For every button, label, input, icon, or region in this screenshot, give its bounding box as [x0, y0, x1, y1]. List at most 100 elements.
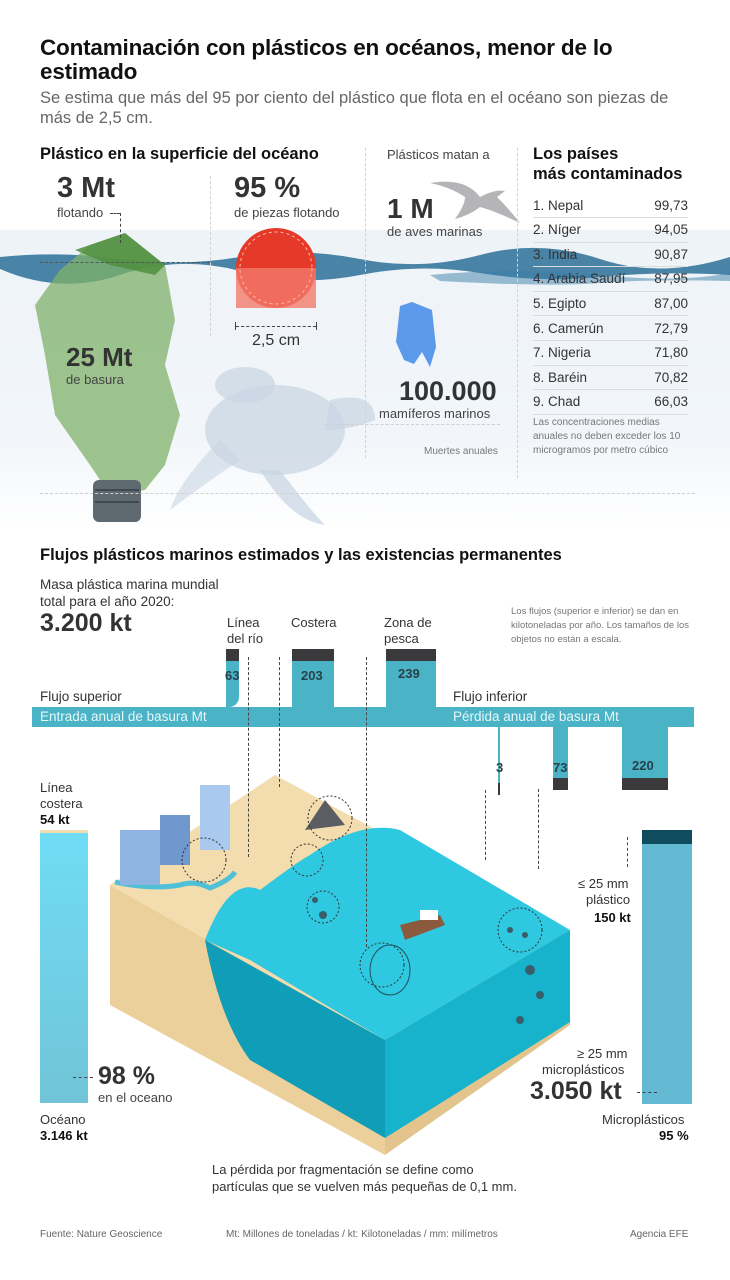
country-value: 99,73 [654, 197, 688, 213]
country-name: 6. Camerún [533, 320, 604, 336]
micro-label-1: ≥ 25 mm [577, 1046, 628, 1061]
bottle-cap-icon [236, 228, 316, 308]
footer-source: Fuente: Nature Geoscience [40, 1229, 163, 1240]
leader-line [485, 790, 486, 860]
output-value-2: 73 [553, 760, 568, 775]
small-label-1: ≤ 25 mm [578, 876, 629, 891]
fragmentation-note-1: La pérdida por fragmentación se define c… [212, 1162, 474, 1177]
countries-title-2: más contaminados [533, 165, 683, 183]
floating-label: flotando [57, 205, 104, 220]
flow-bar [32, 707, 694, 727]
country-name: 7. Nigeria [533, 345, 591, 361]
small-value: 150 kt [594, 910, 631, 925]
ocean-label: Océano [40, 1112, 86, 1127]
table-row: 8. Baréin 70,82 [533, 365, 688, 391]
output-stub-2 [553, 727, 568, 778]
floating-value: 3 Mt [57, 172, 115, 204]
country-value: 70,82 [654, 369, 688, 385]
table-row: 4. Arabia Saudí 87,95 [533, 267, 688, 292]
country-value: 87,00 [654, 295, 688, 311]
countries-title-1: Los países [533, 145, 619, 163]
input-label-coast: Costera [291, 615, 337, 630]
table-row: 5. Egipto 87,00 [533, 291, 688, 317]
micro-pct: 95 % [659, 1128, 689, 1143]
ocean-stock-bar [40, 833, 88, 1103]
input-cap-fishing [386, 649, 436, 661]
divider [210, 176, 211, 336]
flows-section-title: Flujos plásticos marinos estimados y las… [40, 546, 562, 564]
mass-label-2: total para el año 2020: [40, 594, 175, 609]
mammals-value: 100.000 [399, 376, 497, 406]
footer-agency: Agencia EFE [630, 1229, 689, 1240]
plastic-bottle-icon [35, 233, 180, 522]
country-name: 9. Chad [533, 394, 581, 410]
country-name: 8. Baréin [533, 369, 588, 385]
leader-line [637, 1092, 657, 1093]
small-plastic-segment [642, 830, 692, 844]
input-label-river-2: del río [227, 631, 264, 646]
output-cap-2 [553, 778, 568, 790]
upper-title: Flujo superior [40, 689, 122, 704]
table-row: 3. India 90,87 [533, 242, 688, 268]
countries-note: Las concentraciones medias anuales no de… [533, 417, 681, 456]
surface-section-title: Plástico en la superficie del océano [40, 145, 319, 163]
output-cap-1 [498, 783, 500, 795]
flows-note: Los flujos (superior e inferior) se dan … [511, 606, 689, 645]
micro-value: 3.050 kt [530, 1077, 622, 1105]
size-ruler-tick-left [235, 322, 236, 330]
mammals-label: mamíferos marinos [379, 406, 491, 421]
micro-label-2: microplásticos [542, 1062, 625, 1077]
leader-line [248, 657, 249, 857]
ocean-pct: 98 % [98, 1062, 155, 1090]
footer-units: Mt: Millones de toneladas / kt: Kilotone… [226, 1229, 498, 1240]
trash-value: 25 Mt [66, 342, 133, 372]
table-row: 9. Chad 66,03 [533, 390, 688, 415]
input-cap-coast [292, 649, 334, 661]
input-cap-river [226, 649, 239, 661]
mass-value: 3.200 kt [40, 609, 132, 637]
leader-line [120, 213, 121, 243]
input-value-river: 63 [225, 668, 240, 683]
output-stub-3 [622, 727, 668, 778]
output-stub-1 [498, 727, 500, 787]
deaths-note: Muertes anuales [424, 446, 498, 457]
lower-title: Flujo inferior [453, 689, 528, 704]
leader-line [366, 657, 367, 947]
leader-line [279, 657, 280, 787]
country-value: 72,79 [654, 320, 688, 336]
output-cap-3 [622, 778, 668, 790]
lower-bar-label: Pérdida anual de basura Mt [453, 709, 619, 724]
leader-line [110, 213, 120, 214]
size-ruler [236, 326, 316, 327]
ocean-pct-label: en el oceano [98, 1090, 173, 1105]
country-name: 3. India [533, 246, 578, 262]
country-name: 4. Arabia Saudí [533, 271, 626, 287]
country-value: 87,95 [654, 271, 688, 287]
input-stub-coast [292, 661, 334, 707]
microplastic-stock-bar [642, 844, 692, 1104]
table-row: 1. Nepal 99,73 [533, 193, 688, 218]
coast-label-1: Línea [40, 780, 73, 795]
leader-line [73, 1077, 93, 1078]
divider [325, 424, 500, 425]
waterline-marker [40, 262, 210, 263]
section-divider [40, 493, 695, 494]
small-label-2: plástico [586, 892, 631, 907]
birds-value: 1 M [387, 193, 434, 224]
input-stub-fishing [386, 661, 436, 707]
country-value: 66,03 [654, 394, 688, 410]
size-label: 2,5 cm [252, 332, 301, 349]
input-label-fishing-2: pesca [384, 631, 419, 646]
birds-label: de aves marinas [387, 224, 483, 239]
country-value: 94,05 [654, 222, 688, 238]
fragmentation-note-2: partículas que se vuelven más pequeñas d… [212, 1179, 517, 1194]
table-row: 7. Nigeria 71,80 [533, 341, 688, 366]
pieces-label: de piezas flotando [234, 205, 340, 220]
plastic-bag-icon [396, 302, 436, 367]
coast-label-2: costera [40, 796, 83, 811]
table-row: 6. Camerún 72,79 [533, 316, 688, 341]
input-label-fishing-1: Zona de [384, 615, 432, 630]
divider [517, 148, 518, 478]
divider [365, 148, 366, 458]
leader-line [627, 837, 628, 867]
